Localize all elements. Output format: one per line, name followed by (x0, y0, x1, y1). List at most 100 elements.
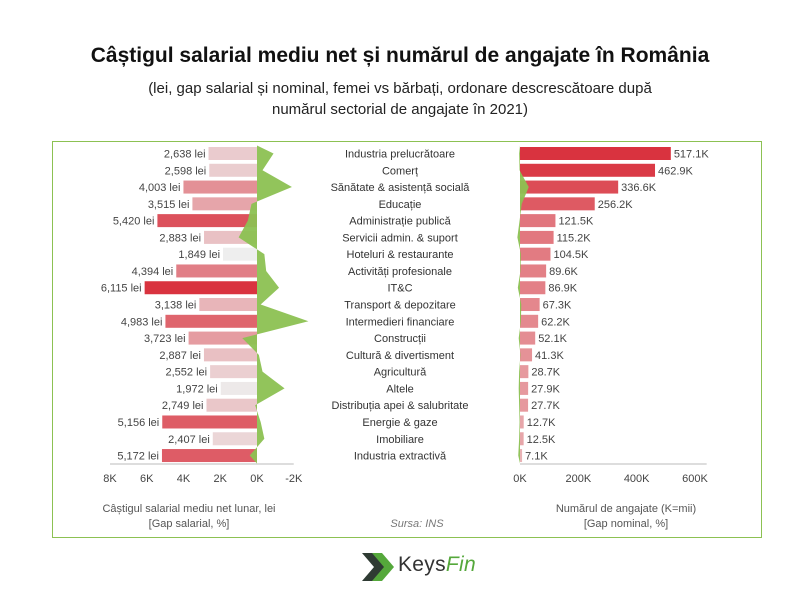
category-label: Construcții (374, 333, 426, 345)
category-label: Imobiliare (376, 434, 424, 446)
category-label: Altele (386, 383, 414, 395)
logo-text-keys: Keys (398, 553, 446, 576)
salary-bar (206, 398, 257, 412)
category-label: Sănătate & asistență socială (331, 182, 471, 194)
employee-bar (520, 432, 524, 446)
category-label: Servicii admin. & suport (342, 232, 458, 244)
salary-data-label: 2,638 lei (164, 149, 206, 161)
salary-data-label: 2,887 lei (159, 350, 201, 362)
employee-data-label: 115.2K (557, 232, 592, 244)
logo-text-fin: Fin (445, 553, 476, 576)
category-label: Agricultură (374, 367, 427, 379)
salary-bar (220, 381, 257, 395)
employee-data-label: 28.7K (531, 367, 560, 379)
employee-data-label: 27.7K (531, 400, 560, 412)
employee-data-label: 52.1K (538, 333, 567, 345)
salary-data-label: 3,138 lei (155, 300, 197, 312)
employee-tick-label: 200K (565, 473, 591, 485)
salary-data-label: 2,598 lei (165, 165, 207, 177)
employee-bar (520, 180, 619, 194)
keysfin-logo-text: KeysFin (398, 553, 476, 577)
employee-data-label: 62.2K (541, 316, 570, 328)
salary-data-label: 4,983 lei (121, 316, 163, 328)
salary-bar (183, 180, 257, 194)
employee-bar (520, 264, 547, 278)
chart-subtitle: (lei, gap salarial și nominal, femei vs … (140, 78, 660, 120)
salary-data-label: 6,115 lei (101, 283, 142, 295)
employee-bar (520, 415, 524, 429)
subtitle-line-2: numărul sectorial de angajate în 2021) (272, 101, 528, 118)
employee-tick-label: 400K (624, 473, 650, 485)
category-label: Energie & gaze (362, 417, 437, 429)
salary-data-label: 2,883 lei (159, 232, 201, 244)
employee-bar (520, 365, 529, 379)
category-label: Intermedieri financiare (346, 316, 455, 328)
category-label: Hoteluri & restaurante (347, 249, 454, 261)
employee-data-label: 89.6K (549, 266, 578, 278)
salary-bar (188, 331, 257, 345)
salary-data-label: 1,849 lei (178, 249, 220, 261)
category-label: IT&C (387, 283, 412, 295)
salary-bar (212, 432, 257, 446)
employee-data-label: 27.9K (531, 383, 560, 395)
category-label: Comerț (382, 165, 418, 177)
salary-bar (210, 365, 257, 379)
salary-bar (176, 264, 257, 278)
employee-bar (520, 281, 546, 295)
salary-data-label: 5,156 lei (118, 417, 160, 429)
salary-data-label: 2,407 lei (168, 434, 210, 446)
salary-bar (162, 415, 257, 429)
employee-bar (520, 381, 529, 395)
right-axis-subtitle: [Gap nominal, %] (584, 518, 668, 530)
salary-data-label: 3,723 lei (144, 333, 186, 345)
category-label: Educație (379, 199, 422, 211)
salary-tick-label: 0K (250, 473, 264, 485)
left-axis-title: Câștigul salarial mediu net lunar, lei (102, 503, 275, 515)
employee-x-axis: 0K 200K 400K 600K (513, 463, 709, 485)
employee-bar (520, 147, 671, 160)
category-label: Industria prelucrătoare (345, 149, 455, 161)
right-axis-title: Numărul de angajate (K=mii) (556, 503, 696, 515)
salary-bar (161, 449, 257, 463)
employee-bar (520, 163, 656, 177)
chart-panel: 2,638 lei 2,598 lei 4,003 lei 3,515 lei 5,42… (52, 141, 762, 538)
category-label: Industria extractivă (354, 451, 447, 463)
employee-data-label: 104.5K (553, 249, 589, 261)
keysfin-logo-icon (362, 553, 394, 581)
salary-tick-label: 8K (103, 473, 117, 485)
salary-x-axis: 8K 6K 4K 2K 0K -2K (103, 463, 303, 485)
employee-data-label: 41.3K (535, 350, 564, 362)
salary-bar (208, 147, 257, 160)
salary-bars: 2,638 lei 2,598 lei 4,003 lei 3,515 lei 5,42… (101, 147, 257, 463)
salary-tick-label: 6K (140, 473, 154, 485)
employee-tick-label: 600K (682, 473, 708, 485)
salary-tick-label: -2K (285, 473, 303, 485)
left-axis-subtitle: [Gap salarial, %] (149, 518, 230, 530)
employee-data-label: 7.1K (525, 451, 548, 463)
salary-bar (223, 247, 257, 261)
employee-data-label: 86.9K (548, 283, 577, 295)
category-label: Distribuția apei & salubritate (332, 400, 469, 412)
salary-bar (199, 298, 257, 312)
salary-tick-label: 2K (214, 473, 228, 485)
employee-bar (520, 197, 595, 211)
chart-title: Câștigul salarial mediu net și numărul d… (90, 44, 710, 67)
employee-tick-label: 0K (513, 473, 527, 485)
salary-bar (165, 314, 257, 328)
source-note: Sursa: INS (390, 518, 444, 530)
employee-data-label: 67.3K (543, 300, 572, 312)
salary-data-label: 5,420 lei (113, 216, 155, 228)
salary-gap-area (238, 145, 309, 464)
employee-bar (520, 247, 551, 261)
salary-bar (192, 197, 257, 211)
salary-data-label: 2,552 lei (166, 367, 208, 379)
salary-tick-label: 4K (177, 473, 191, 485)
employee-bar (520, 449, 523, 463)
employee-bar (520, 398, 529, 412)
salary-data-label: 4,003 lei (139, 182, 181, 194)
salary-bar (209, 163, 257, 177)
employee-data-label: 462.9K (658, 165, 694, 177)
chart-svg: 2,638 lei 2,598 lei 4,003 lei 3,515 lei 5,42… (101, 145, 709, 530)
employee-data-label: 517.1K (674, 149, 710, 161)
